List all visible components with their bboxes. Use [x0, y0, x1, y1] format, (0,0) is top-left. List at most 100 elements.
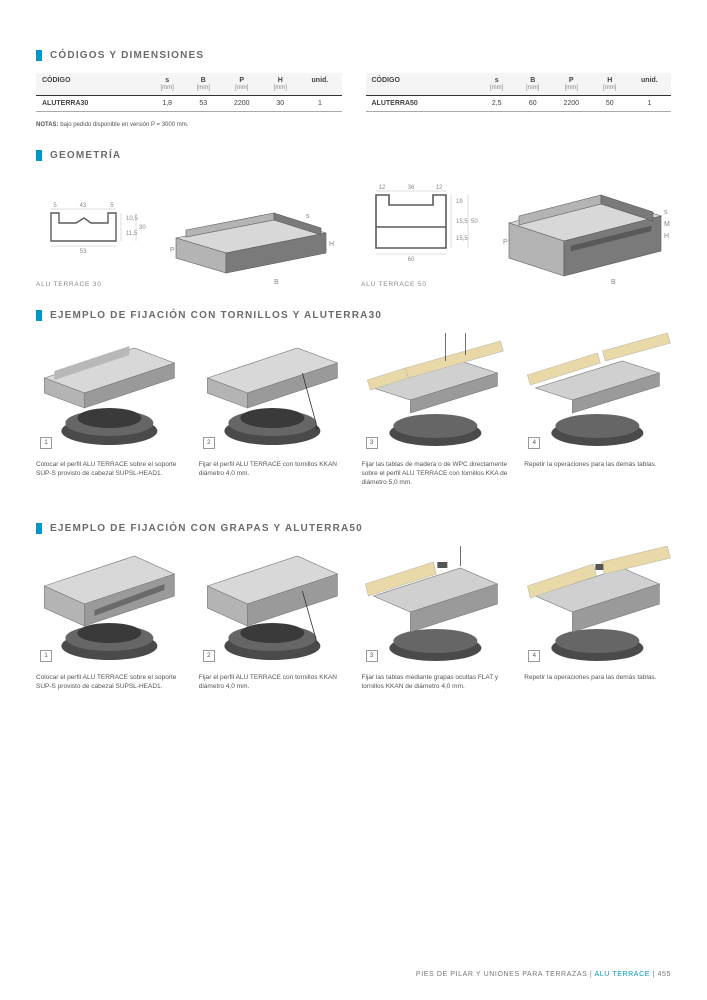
section-header-codes: CÓDIGOS Y DIMENSIONES: [36, 50, 671, 61]
step-caption: Repetir la operaciones para las demás ta…: [524, 461, 671, 501]
fixing-illustration: 4: [524, 333, 671, 453]
svg-text:15,5: 15,5: [456, 219, 468, 225]
section-header-geometry: GEOMETRÍA: [36, 150, 671, 161]
svg-text:H: H: [329, 241, 334, 248]
col-code: CÓDIGO: [36, 73, 149, 85]
svg-text:P: P: [503, 239, 508, 246]
notes-text: bajo pedido disponible en versión P = 30…: [60, 122, 188, 128]
svg-text:36: 36: [408, 185, 415, 191]
step-number: 3: [366, 437, 378, 449]
fixing-step: 3 Fijar las tablas de madera o de WPC di…: [362, 333, 509, 501]
table-header-row: CÓDIGO s B P H unid.: [36, 73, 342, 85]
profile-2d-30: 5 43 5 10,5 11,5 30 53: [36, 183, 146, 288]
table-row: ALUTERRA50 2,5 60 2200 50 1: [366, 96, 672, 112]
geometry-group-30: 5 43 5 10,5 11,5 30 53: [36, 173, 337, 288]
svg-text:B: B: [611, 279, 616, 286]
spec-table-1: CÓDIGO s B P H unid. [mm] [mm] [mm] [mm]…: [36, 73, 342, 112]
fixing-illustration: 1: [36, 333, 183, 453]
svg-text:10,5: 10,5: [126, 216, 138, 222]
svg-text:60: 60: [408, 257, 415, 263]
step-number: 3: [366, 650, 378, 662]
notes-label: NOTAS:: [36, 122, 59, 128]
tables-row: CÓDIGO s B P H unid. [mm] [mm] [mm] [mm]…: [36, 73, 671, 112]
section-header-fix2: EJEMPLO DE FIJACIÓN CON GRAPAS Y ALUTERR…: [36, 523, 671, 534]
fixing-row-a: 1 Colocar el perfil ALU TERRACE sobre el…: [36, 333, 671, 501]
fixing-illustration: 4: [524, 546, 671, 666]
step-number: 1: [40, 437, 52, 449]
svg-text:5: 5: [53, 203, 57, 209]
step-caption: Repetir la operaciones para las demás ta…: [524, 674, 671, 714]
section-marker-icon: [36, 523, 42, 534]
svg-text:43: 43: [80, 203, 87, 209]
fixing-step: 2 Fijar el perfil ALU TERRACE con tornil…: [199, 546, 346, 714]
notes: NOTAS: bajo pedido disponible en versión…: [36, 122, 671, 128]
svg-text:15,5: 15,5: [456, 236, 468, 242]
geometry-group-50: 12 36 12 19 15,5 15,5 50 60 ALU TERRACE …: [361, 173, 671, 288]
svg-text:H: H: [664, 233, 669, 240]
step-caption: Fijar las tablas mediante grapas ocultas…: [362, 674, 509, 714]
svg-text:30: 30: [139, 225, 146, 231]
col-B: B: [185, 73, 221, 85]
svg-text:12: 12: [379, 185, 386, 191]
fixing-step: 3 Fijar las tablas mediante grapas ocult…: [362, 546, 509, 714]
svg-text:50: 50: [471, 219, 478, 225]
col-H: H: [262, 73, 298, 85]
footer-category: PIES DE PILAR Y UNIONES PARA TERRAZAS: [416, 971, 587, 978]
section-title: EJEMPLO DE FIJACIÓN CON TORNILLOS Y ALUT…: [50, 310, 382, 321]
col-unit: unid.: [298, 73, 341, 85]
step-caption: Colocar el perfil ALU TERRACE sobre el s…: [36, 461, 183, 501]
svg-text:P: P: [170, 247, 175, 254]
section-marker-icon: [36, 150, 42, 161]
geometry-row: 5 43 5 10,5 11,5 30 53: [36, 173, 671, 288]
fixing-illustration: 2: [199, 546, 346, 666]
profile-3d-50: P B H M s: [501, 178, 671, 288]
fixing-step: 4 Repetir la operaciones para las demás …: [524, 546, 671, 714]
fixing-step: 2 Fijar el perfil ALU TERRACE con tornil…: [199, 333, 346, 501]
fixing-illustration: 3: [362, 546, 509, 666]
fixing-row-b: 1 Colocar el perfil ALU TERRACE sobre el…: [36, 546, 671, 714]
section-header-fix1: EJEMPLO DE FIJACIÓN CON TORNILLOS Y ALUT…: [36, 310, 671, 321]
spec-table-2: CÓDIGO s B P H unid. [mm] [mm] [mm] [mm]…: [366, 73, 672, 112]
step-caption: Colocar el perfil ALU TERRACE sobre el s…: [36, 674, 183, 714]
table-units-row: [mm] [mm] [mm] [mm]: [366, 85, 672, 96]
section-marker-icon: [36, 50, 42, 61]
table-header-row: CÓDIGO s B P H unid.: [366, 73, 672, 85]
step-caption: Fijar el perfil ALU TERRACE con tornillo…: [199, 674, 346, 714]
section-title: CÓDIGOS Y DIMENSIONES: [50, 50, 204, 61]
section-marker-icon: [36, 310, 42, 321]
svg-text:M: M: [664, 221, 670, 228]
fixing-step: 1 Colocar el perfil ALU TERRACE sobre el…: [36, 333, 183, 501]
svg-text:B: B: [274, 279, 279, 286]
svg-text:s: s: [306, 213, 310, 220]
profile-label: ALU TERRACE 50: [361, 281, 481, 288]
table-row: ALUTERRA30 1,8 53 2200 30 1: [36, 96, 342, 112]
footer-page: 455: [658, 971, 671, 978]
footer-sep: |: [653, 971, 655, 978]
step-caption: Fijar las tablas de madera o de WPC dire…: [362, 461, 509, 501]
step-number: 2: [203, 650, 215, 662]
step-number: 2: [203, 437, 215, 449]
section-title: GEOMETRÍA: [50, 150, 121, 161]
svg-text:53: 53: [80, 249, 87, 255]
step-number: 4: [528, 650, 540, 662]
table-units-row: [mm] [mm] [mm] [mm]: [36, 85, 342, 96]
section-title: EJEMPLO DE FIJACIÓN CON GRAPAS Y ALUTERR…: [50, 523, 363, 534]
profile-label: ALU TERRACE 30: [36, 281, 146, 288]
fixing-illustration: 2: [199, 333, 346, 453]
footer-sep: |: [590, 971, 592, 978]
profile-3d-30: P B H s: [166, 188, 337, 288]
svg-text:s: s: [664, 209, 668, 216]
svg-text:12: 12: [436, 185, 443, 191]
svg-text:5: 5: [110, 203, 114, 209]
svg-text:19: 19: [456, 199, 463, 205]
fixing-illustration: 3: [362, 333, 509, 453]
footer-product: ALU TERRACE: [595, 971, 650, 978]
fixing-step: 1 Colocar el perfil ALU TERRACE sobre el…: [36, 546, 183, 714]
step-number: 1: [40, 650, 52, 662]
step-number: 4: [528, 437, 540, 449]
page-footer: PIES DE PILAR Y UNIONES PARA TERRAZAS | …: [416, 971, 671, 978]
fixing-illustration: 1: [36, 546, 183, 666]
profile-2d-50: 12 36 12 19 15,5 15,5 50 60 ALU TERRACE …: [361, 173, 481, 288]
step-caption: Fijar el perfil ALU TERRACE con tornillo…: [199, 461, 346, 501]
fixing-step: 4 Repetir la operaciones para las demás …: [524, 333, 671, 501]
